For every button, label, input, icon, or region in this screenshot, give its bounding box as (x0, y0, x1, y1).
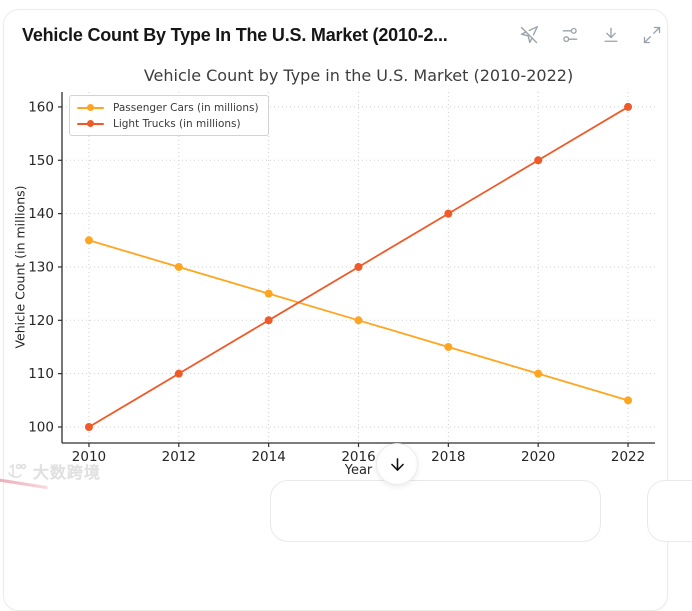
svg-text:160: 160 (28, 99, 54, 115)
page-title: Vehicle Count By Type In The U.S. Market… (22, 24, 448, 45)
svg-text:2016: 2016 (341, 449, 375, 465)
x-axis-label: Year (344, 463, 373, 478)
legend-marker (77, 119, 104, 128)
svg-text:110: 110 (28, 366, 54, 382)
bottom-chip-right[interactable] (647, 480, 692, 542)
legend: Passenger Cars (in millions) Light Truck… (69, 95, 269, 136)
svg-text:2020: 2020 (521, 449, 555, 465)
y-axis-label: Vehicle Count (in millions) (12, 185, 28, 349)
svg-text:2014: 2014 (251, 449, 285, 465)
svg-text:120: 120 (28, 313, 54, 329)
sliders-icon (562, 27, 578, 43)
svg-text:2012: 2012 (162, 449, 196, 465)
legend-item-passenger-cars: Passenger Cars (in millions) (77, 101, 259, 114)
svg-text:2010: 2010 (72, 449, 106, 465)
toolbar (519, 25, 662, 45)
bottom-chip-left[interactable] (270, 480, 601, 542)
legend-label: Light Trucks (in millions) (113, 117, 241, 130)
svg-text:150: 150 (28, 153, 54, 169)
legend-item-light-trucks: Light Trucks (in millions) (77, 117, 259, 130)
svg-text:2022: 2022 (611, 449, 645, 465)
download-icon (604, 27, 618, 42)
scroll-down-button[interactable] (376, 443, 418, 485)
legend-marker (77, 103, 104, 112)
legend-label: Passenger Cars (in millions) (113, 101, 259, 114)
svg-text:130: 130 (28, 259, 54, 275)
pointer-off-icon (520, 26, 538, 44)
card-header: Vehicle Count By Type In The U.S. Market… (22, 22, 662, 48)
sliders-button[interactable] (560, 25, 580, 45)
figure-title: Vehicle Count by Type in the U.S. Market… (143, 66, 574, 85)
svg-text:2018: 2018 (431, 449, 465, 465)
line-chart: 2010 2012 2014 2016 2018 2020 2022 100 110 120 130… (28, 92, 655, 465)
pointer-off-button[interactable] (519, 25, 539, 45)
svg-text:100: 100 (28, 419, 54, 435)
expand-icon (643, 26, 661, 44)
expand-button[interactable] (642, 25, 662, 45)
svg-text:140: 140 (28, 206, 54, 222)
arrow-down-icon (390, 457, 404, 471)
download-button[interactable] (601, 25, 621, 45)
